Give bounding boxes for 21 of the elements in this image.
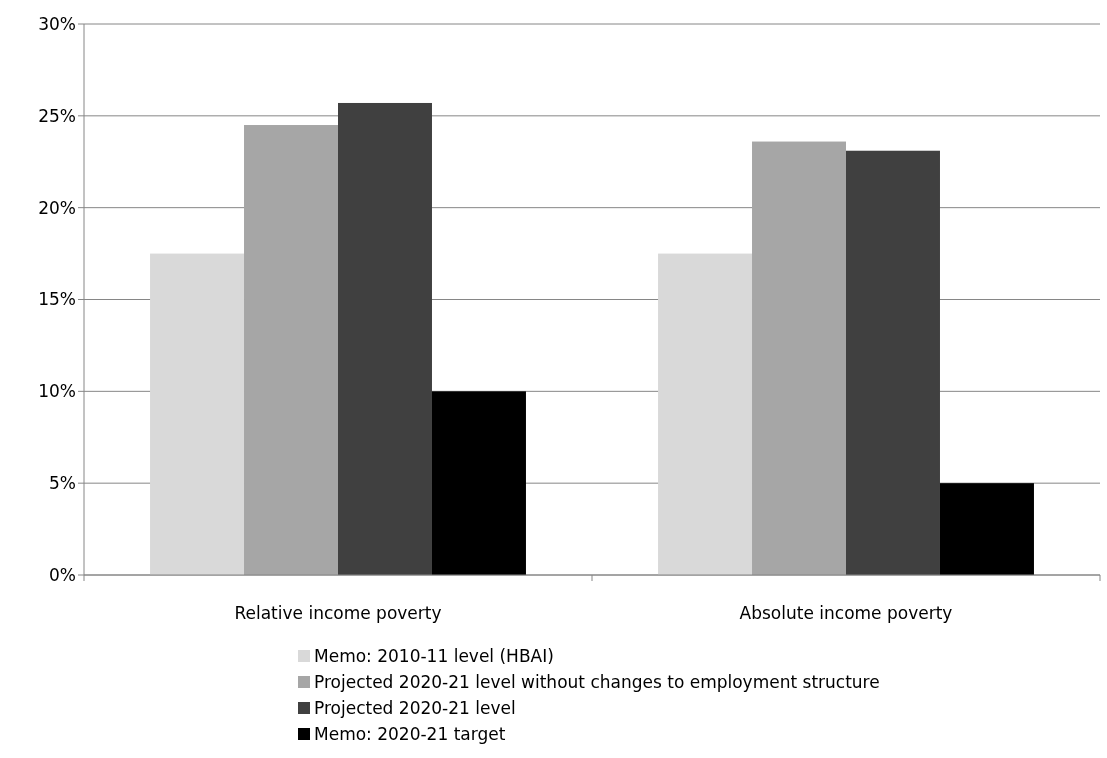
x-tick-label: Relative income poverty (234, 603, 442, 623)
bar (846, 150, 940, 575)
legend-label: Projected 2020-21 level without changes to employment structure (314, 671, 880, 692)
y-tick-label: 5% (49, 473, 76, 494)
bar (338, 102, 432, 575)
y-tick-label: 25% (38, 105, 76, 126)
bar (752, 141, 846, 575)
y-tick-label: 20% (38, 197, 76, 218)
y-tick-label: 0% (49, 564, 76, 585)
bar (150, 253, 245, 575)
bar (658, 253, 753, 575)
x-tick-label: Absolute income poverty (739, 603, 953, 623)
bar (939, 483, 1034, 575)
y-tick-label: 15% (38, 289, 76, 310)
legend-label: Memo: 2010-11 level (HBAI) (314, 645, 554, 666)
y-tick-label: 10% (38, 381, 76, 402)
legend-label: Memo: 2020-21 target (314, 723, 506, 744)
y-tick-label: 30% (38, 13, 76, 34)
bar (244, 125, 338, 575)
legend-label: Projected 2020-21 level (314, 697, 516, 718)
bar (431, 391, 526, 575)
